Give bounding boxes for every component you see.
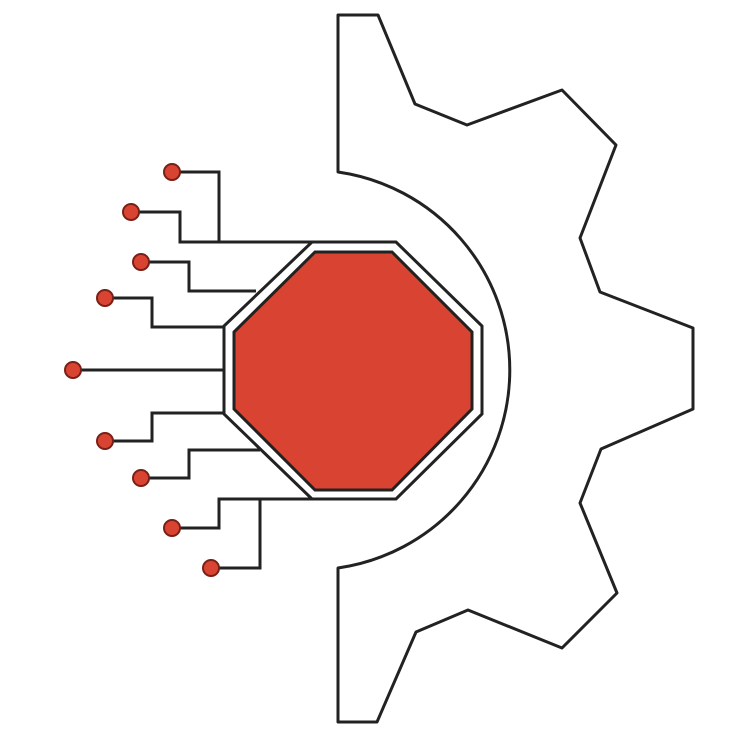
trace-6: [105, 411, 224, 443]
octagon-core: [232, 250, 474, 492]
trace-4: [105, 296, 224, 329]
circuit-traces: [73, 170, 312, 570]
node-3: [132, 253, 150, 271]
node-6: [96, 432, 114, 450]
trace-8: [172, 497, 312, 530]
node-8: [163, 519, 181, 537]
node-2: [122, 203, 140, 221]
node-9: [202, 559, 220, 577]
trace-3: [141, 260, 256, 293]
circuit-nodes: [64, 163, 220, 577]
node-5: [64, 361, 82, 379]
gear-outline: [336, 13, 695, 724]
node-4: [96, 289, 114, 307]
trace-7: [141, 448, 260, 480]
trace-9: [211, 499, 262, 570]
node-7: [132, 469, 150, 487]
trace-2: [131, 210, 219, 244]
trace-1: [172, 170, 312, 244]
node-1: [163, 163, 181, 181]
